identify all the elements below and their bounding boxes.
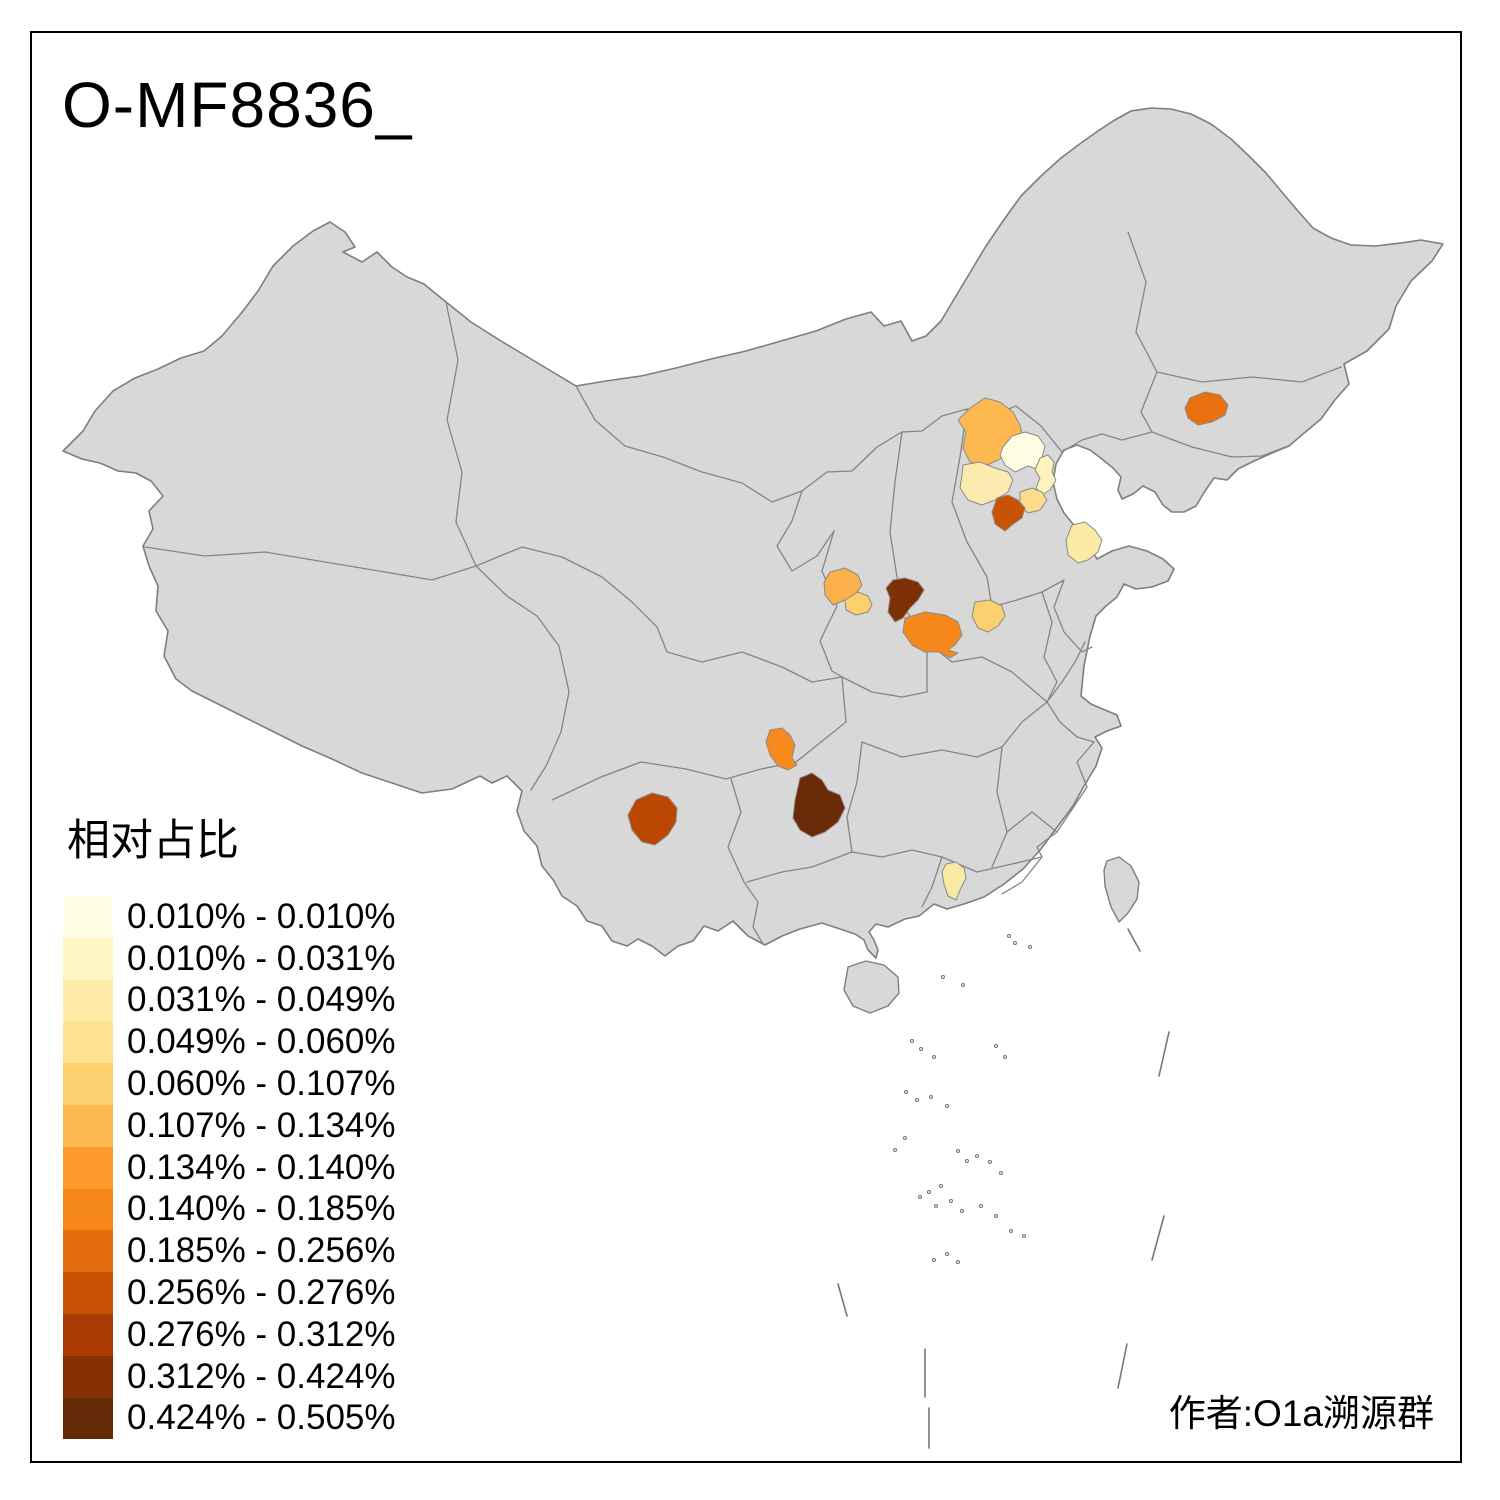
taiwan-island xyxy=(1103,856,1140,923)
legend-row: 0.312% - 0.424% xyxy=(63,1355,396,1398)
legend-label: 0.185% - 0.256% xyxy=(127,1231,396,1271)
legend-swatch xyxy=(63,1021,113,1064)
legend-swatch xyxy=(63,937,113,980)
credit-text: 作者:O1a溯源群 xyxy=(1168,1393,1434,1434)
nine-dash-line xyxy=(837,928,1170,1449)
legend-label: 0.134% - 0.140% xyxy=(127,1147,396,1187)
province-borders xyxy=(144,231,1342,945)
legend-label: 0.010% - 0.031% xyxy=(127,938,396,978)
china-landmass xyxy=(62,107,1444,959)
legend-label: 0.424% - 0.505% xyxy=(127,1398,396,1438)
legend-swatch xyxy=(63,896,113,938)
legend-swatch xyxy=(63,979,113,1022)
map-region-yunnan xyxy=(627,792,678,846)
legend-swatch xyxy=(63,1230,113,1273)
map-region-changchun xyxy=(1184,391,1229,426)
map-region-sichuan-south xyxy=(765,727,798,771)
legend-row: 0.010% - 0.010% xyxy=(63,896,396,938)
legend-swatch xyxy=(63,1272,113,1314)
legend-swatch xyxy=(63,1313,113,1356)
legend-title: 相对占比 xyxy=(67,817,239,865)
legend-row: 0.276% - 0.312% xyxy=(63,1313,396,1356)
legend-row: 0.049% - 0.060% xyxy=(63,1021,396,1064)
legend-label: 0.060% - 0.107% xyxy=(127,1064,396,1104)
legend-label: 0.010% - 0.010% xyxy=(127,896,396,936)
map-region-shanxi-pale xyxy=(971,599,1006,633)
legend-label: 0.107% - 0.134% xyxy=(127,1105,396,1145)
map-region-shanxi-dark xyxy=(885,577,925,623)
map-region-tianjin xyxy=(1034,454,1057,496)
hainan-island xyxy=(843,960,900,1014)
legend-row: 0.060% - 0.107% xyxy=(63,1063,396,1105)
legend-label: 0.031% - 0.049% xyxy=(127,980,396,1020)
legend-swatch xyxy=(63,1397,113,1440)
map-region-shandong xyxy=(1065,521,1103,564)
legend: 相对占比 0.010% - 0.010% 0.010% - 0.031% 0.0… xyxy=(63,806,396,1440)
legend-row: 0.256% - 0.276% xyxy=(63,1272,396,1314)
legend-label: 0.256% - 0.276% xyxy=(127,1273,396,1313)
legend-label: 0.276% - 0.312% xyxy=(127,1314,396,1354)
map-region-guangxi xyxy=(941,861,967,901)
legend-row: 0.031% - 0.049% xyxy=(63,979,396,1022)
legend-label: 0.140% - 0.185% xyxy=(127,1189,396,1229)
map-region-guizhou xyxy=(792,772,846,838)
legend-swatch xyxy=(63,1063,113,1105)
page-title: O-MF8836_ xyxy=(62,69,413,141)
legend-row: 0.107% - 0.134% xyxy=(63,1104,396,1147)
map-region-shaanxi-lower xyxy=(844,591,873,616)
legend-label: 0.312% - 0.424% xyxy=(127,1356,396,1396)
colored-regions xyxy=(627,391,1229,901)
legend-swatch xyxy=(63,1355,113,1398)
legend-label: 0.049% - 0.060% xyxy=(127,1022,396,1062)
map-region-shijiazhuang xyxy=(991,494,1026,532)
legend-swatch xyxy=(63,1188,113,1231)
south-sea-islets xyxy=(892,933,1033,1265)
map-region-henan-orange xyxy=(902,611,963,659)
legend-rows: 0.010% - 0.010% 0.010% - 0.031% 0.031% -… xyxy=(63,896,396,1440)
legend-row: 0.185% - 0.256% xyxy=(63,1230,396,1273)
legend-row: 0.140% - 0.185% xyxy=(63,1188,396,1231)
legend-row: 0.010% - 0.031% xyxy=(63,937,396,980)
legend-swatch xyxy=(63,1146,113,1189)
legend-row: 0.134% - 0.140% xyxy=(63,1146,396,1189)
legend-row: 0.424% - 0.505% xyxy=(63,1397,396,1440)
map-region-baoding xyxy=(959,461,1014,506)
legend-swatch xyxy=(63,1104,113,1147)
